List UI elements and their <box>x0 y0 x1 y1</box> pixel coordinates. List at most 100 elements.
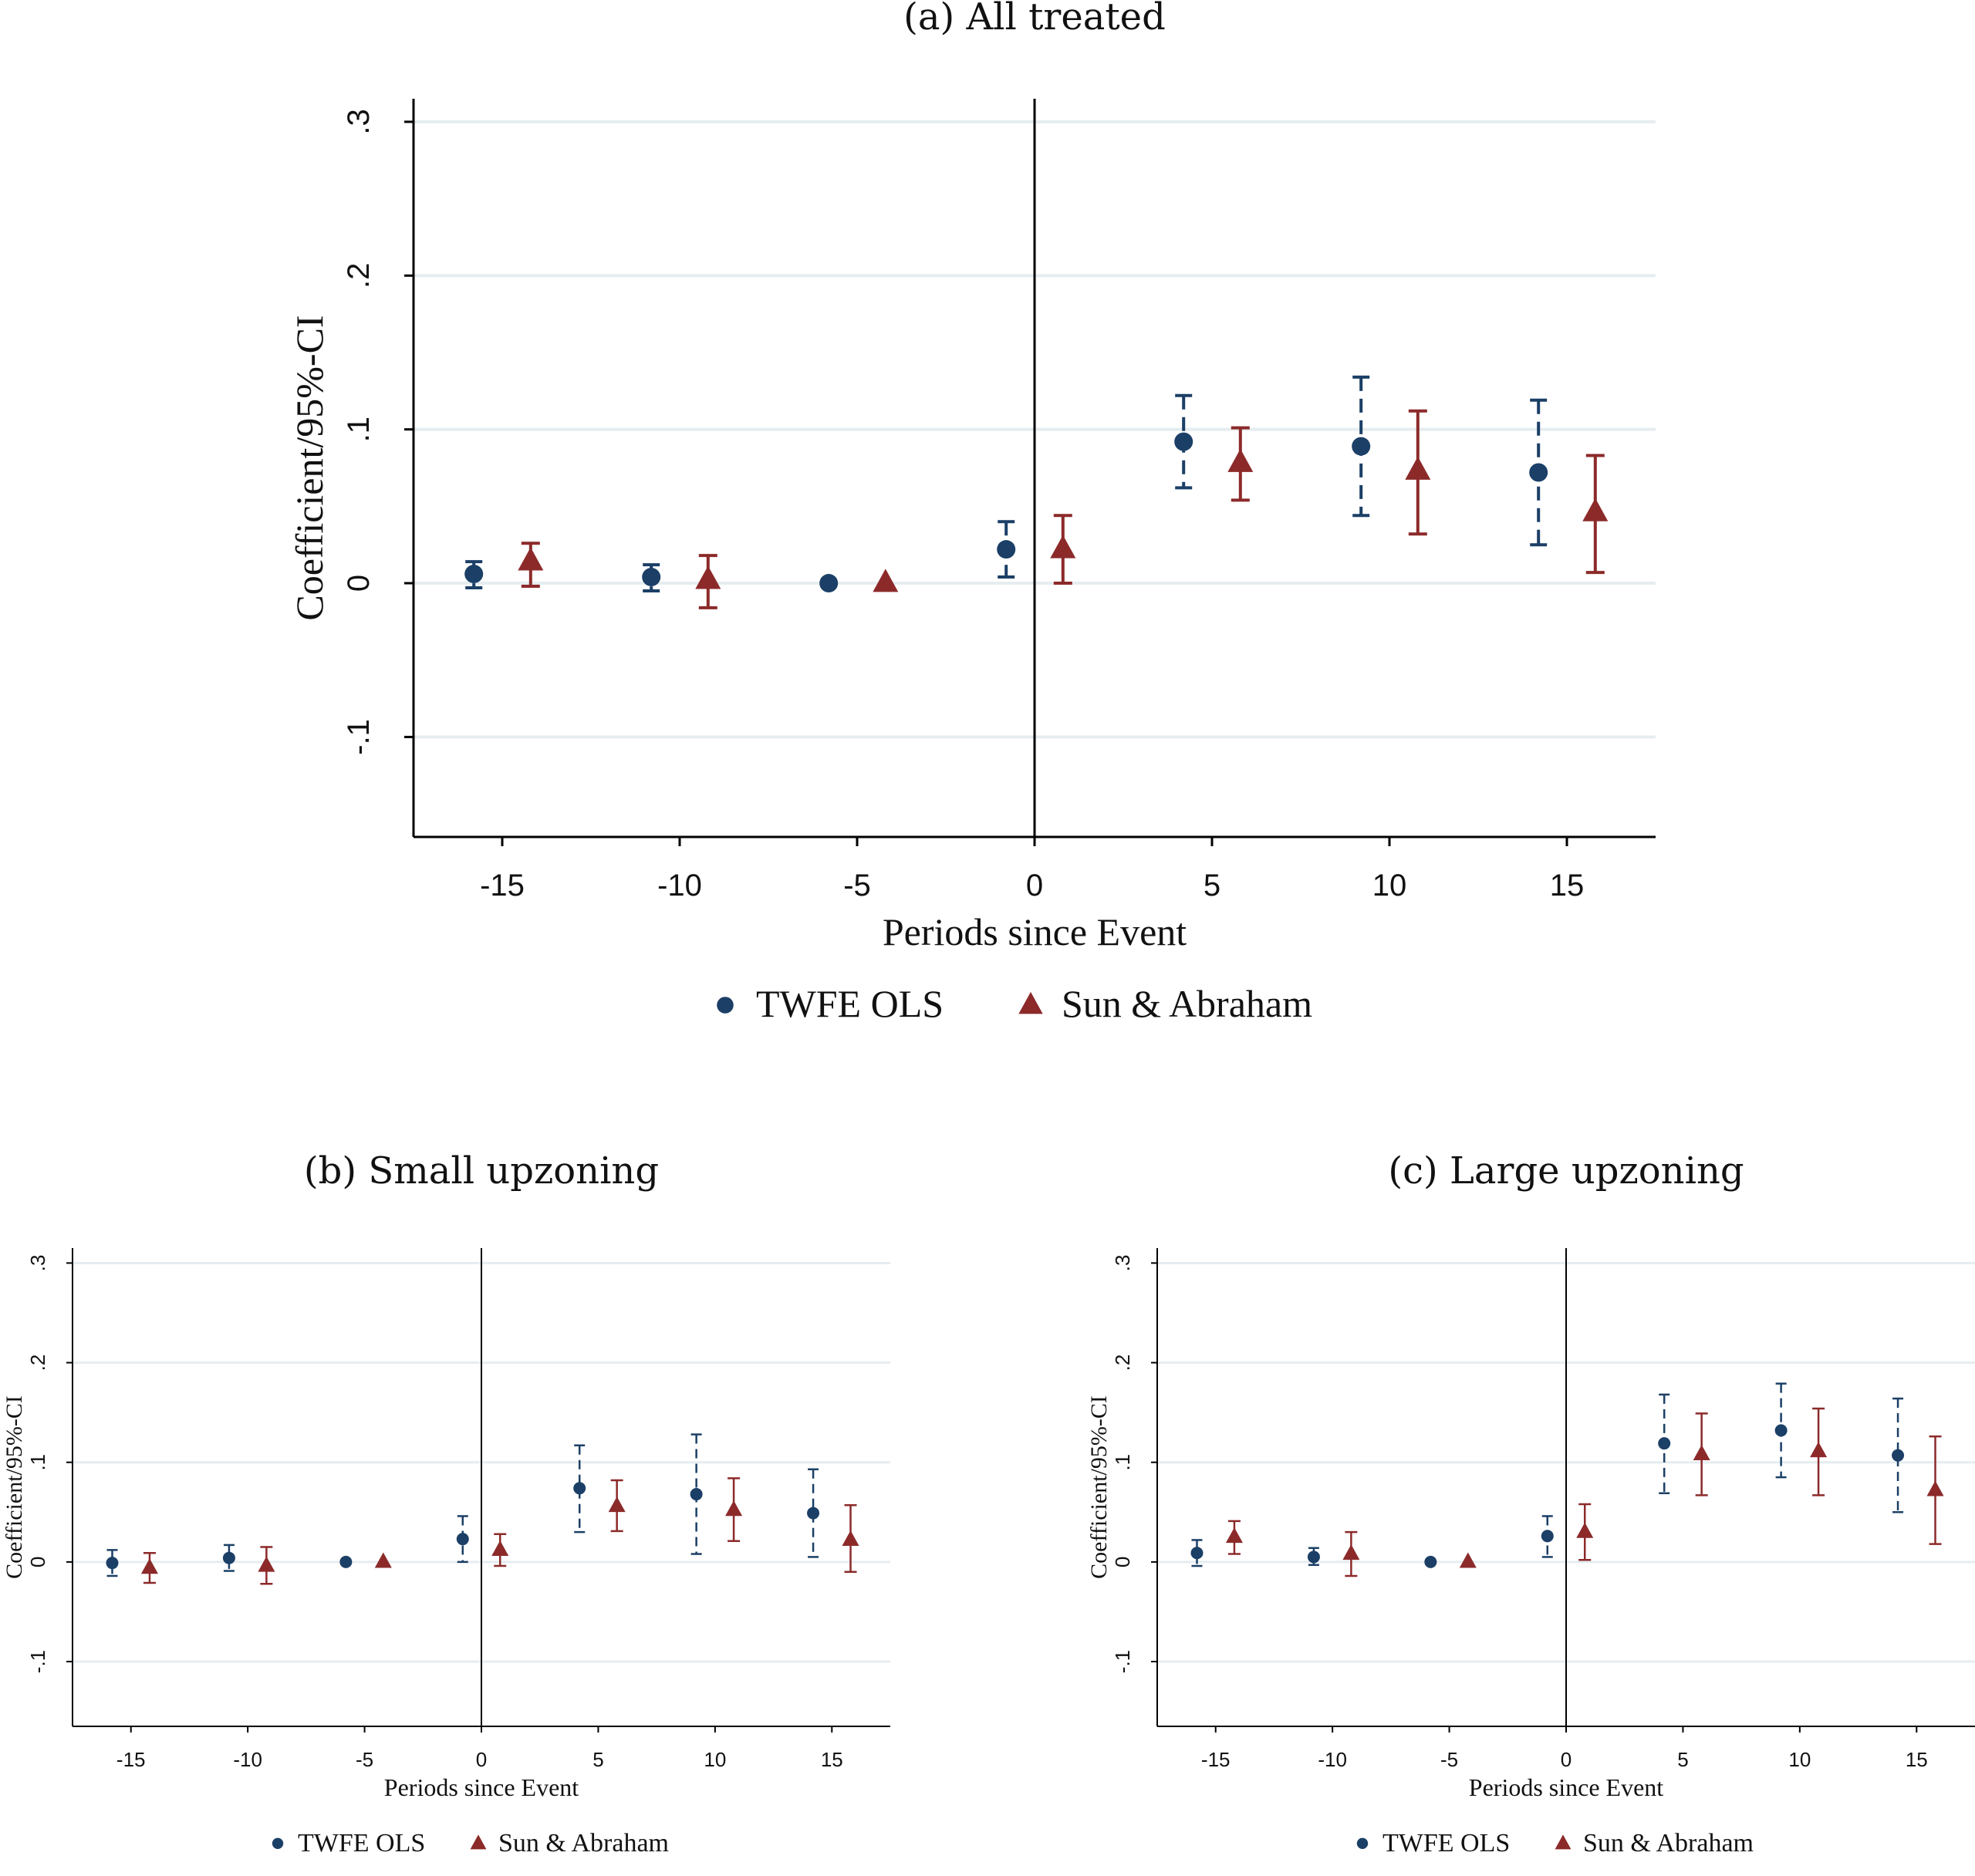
point-marker <box>1541 1530 1554 1543</box>
legend-triangle-icon <box>1018 991 1043 1014</box>
panel-c: (c) Large upzoning -.1 0 .1 .2 .3 -15 -10 -5 0 5 10… <box>1086 1149 1975 1857</box>
y-tick-label: .3 <box>342 109 376 134</box>
x-tick-label: -15 <box>1201 1748 1231 1771</box>
point-marker <box>1576 1522 1594 1538</box>
x-tick-label: -10 <box>1318 1748 1347 1771</box>
point-marker <box>573 1482 586 1495</box>
x-tick-label: -10 <box>233 1748 262 1771</box>
x-tick-label: 5 <box>1677 1748 1688 1771</box>
y-tick-label: .1 <box>26 1454 49 1471</box>
x-tick-label: 10 <box>1372 869 1407 903</box>
y-tick-label: 0 <box>1111 1557 1134 1567</box>
point-marker <box>456 1533 469 1546</box>
series-sun-abraham <box>1225 1407 1944 1577</box>
chart-title: (c) Large upzoning <box>1388 1149 1744 1193</box>
y-tick-label: .1 <box>1111 1454 1134 1471</box>
point-marker <box>642 568 661 587</box>
y-tick-label: -.1 <box>26 1650 49 1673</box>
legend-circle-icon <box>272 1837 284 1849</box>
point-marker <box>997 540 1016 559</box>
point-marker <box>222 1551 235 1564</box>
x-tick-label: -5 <box>1440 1748 1458 1771</box>
series-twfe-ols <box>1190 1382 1905 1568</box>
x-tick-label: -5 <box>843 869 871 903</box>
point-marker <box>1352 437 1371 456</box>
point-marker <box>1050 535 1076 558</box>
point-marker <box>464 565 484 584</box>
legend: TWFE OLS Sun & Abraham <box>1356 1829 1754 1857</box>
point-marker <box>725 1500 743 1517</box>
point-marker <box>106 1557 119 1570</box>
y-axis-label: Coefficient/95%-CI <box>288 315 331 620</box>
x-tick-label: 10 <box>1788 1748 1811 1771</box>
x-tick-label: 15 <box>821 1748 843 1771</box>
point-marker <box>873 569 899 592</box>
point-marker <box>339 1555 353 1568</box>
point-marker <box>258 1556 275 1572</box>
point-marker <box>1307 1550 1320 1564</box>
y-tick-label: 0 <box>342 575 376 592</box>
panel-a: (a) All treated -.1 0 .1 .2 .3 -15 -10 -5 0 5 10 15 C… <box>288 0 1656 1025</box>
point-marker <box>1582 498 1609 521</box>
series-twfe-ols <box>464 375 1548 593</box>
chart-title: (b) Small upzoning <box>304 1149 659 1193</box>
x-tick-label: 0 <box>476 1748 487 1771</box>
point-marker <box>1342 1544 1360 1561</box>
y-tick-label: .3 <box>26 1255 49 1272</box>
x-tick-label: -5 <box>356 1748 373 1771</box>
y-tick-label: .2 <box>342 263 376 288</box>
x-axis-label: Periods since Event <box>384 1773 579 1801</box>
legend-triangle-icon <box>470 1834 487 1850</box>
point-marker <box>1459 1552 1477 1568</box>
x-tick-label: 0 <box>1561 1748 1572 1771</box>
legend-circle-icon <box>717 997 734 1014</box>
point-marker <box>1225 1527 1243 1544</box>
legend-label-twfe: TWFE OLS <box>298 1829 425 1857</box>
point-marker <box>1693 1444 1710 1460</box>
x-tick-label: 5 <box>1204 869 1220 903</box>
y-tick-label: .2 <box>26 1355 49 1372</box>
point-marker <box>1227 448 1254 472</box>
series-sun-abraham <box>518 409 1609 609</box>
legend-label-sun-abraham: Sun & Abraham <box>1583 1829 1754 1857</box>
legend: TWFE OLS Sun & Abraham <box>272 1829 669 1857</box>
point-marker <box>690 1488 703 1501</box>
x-axis-label: Periods since Event <box>883 910 1187 953</box>
y-axis-label: Coefficient/95%-CI <box>2 1395 27 1579</box>
x-tick-label: 5 <box>592 1748 603 1771</box>
x-tick-label: -15 <box>480 869 525 903</box>
point-marker <box>1658 1437 1671 1450</box>
legend-label-sun-abraham: Sun & Abraham <box>498 1829 669 1857</box>
y-tick-label: .3 <box>1111 1255 1134 1272</box>
point-marker <box>608 1496 626 1513</box>
legend-circle-icon <box>1356 1837 1369 1849</box>
legend-label-twfe: TWFE OLS <box>756 982 944 1025</box>
x-axis-label: Periods since Event <box>1469 1773 1664 1801</box>
point-marker <box>819 574 839 593</box>
point-marker <box>1892 1449 1905 1462</box>
y-tick-label: 0 <box>26 1557 49 1567</box>
x-tick-label: -10 <box>657 869 702 903</box>
series-twfe-ols <box>106 1433 820 1577</box>
point-marker <box>1774 1424 1788 1437</box>
point-marker <box>1926 1480 1944 1496</box>
point-marker <box>518 547 544 571</box>
point-marker <box>1424 1555 1437 1568</box>
point-marker <box>1529 463 1548 482</box>
x-tick-label: -15 <box>116 1748 146 1771</box>
y-tick-label: .1 <box>342 417 376 442</box>
y-axis-label: Coefficient/95%-CI <box>1086 1395 1112 1579</box>
y-tick-label: .2 <box>1111 1355 1134 1372</box>
series-sun-abraham <box>140 1477 859 1585</box>
point-marker <box>807 1507 820 1520</box>
chart-title: (a) All treated <box>903 0 1166 39</box>
point-marker <box>1174 432 1193 451</box>
y-tick-label: -.1 <box>1111 1650 1134 1673</box>
x-tick-label: 10 <box>704 1748 726 1771</box>
point-marker <box>1190 1547 1204 1560</box>
point-marker <box>491 1540 509 1556</box>
legend-label-twfe: TWFE OLS <box>1382 1829 1510 1857</box>
point-marker <box>1810 1442 1828 1458</box>
x-tick-label: 15 <box>1550 869 1585 903</box>
